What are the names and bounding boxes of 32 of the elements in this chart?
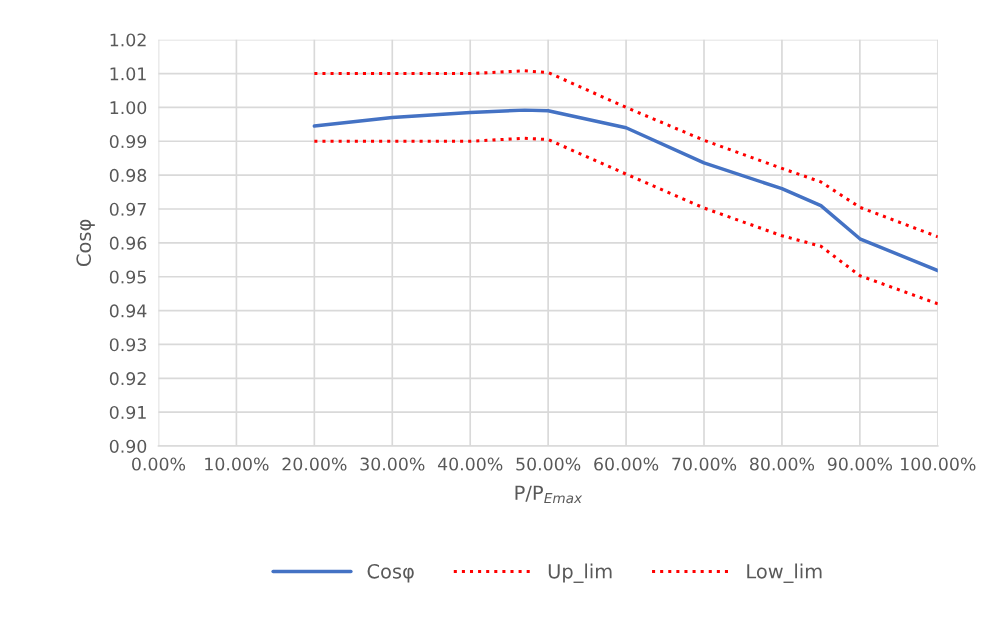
- y-tick-label: 0.94: [109, 304, 147, 318]
- x-tick-label: 20.00%: [282, 457, 347, 471]
- y-tick-label: 0.93: [109, 338, 146, 352]
- x-axis-title: P/P$_{Emax}$: [515, 485, 583, 504]
- y-axis-title: Cosφ: [76, 219, 95, 266]
- x-tick-label: 90.00%: [827, 457, 893, 471]
- legend-label: Low_lim: [747, 563, 822, 583]
- y-tick-label: 0.92: [109, 372, 146, 386]
- y-tick-label: 0.98: [109, 168, 147, 182]
- y-tick-label: 1.02: [110, 33, 146, 47]
- x-tick-label: 100.00%: [901, 457, 976, 471]
- x-tick-label: 10.00%: [205, 457, 269, 471]
- legend-label: Up_lim: [548, 563, 612, 583]
- x-tick-label: 80.00%: [750, 457, 815, 471]
- y-tick-label: 1.00: [110, 101, 147, 115]
- y-tick-label: 0.97: [109, 202, 146, 216]
- y-tick-label: 0.99: [109, 134, 147, 149]
- y-tick-label: 1.01: [110, 67, 146, 81]
- x-tick-label: 60.00%: [594, 457, 659, 471]
- line-series: [312, 69, 938, 239]
- x-tick-label: 50.00%: [516, 457, 581, 471]
- legend-label: Cosφ: [367, 563, 414, 583]
- x-tick-label: 30.00%: [360, 457, 425, 471]
- x-tick-label: 0.00%: [132, 457, 186, 471]
- line-series: [312, 136, 938, 306]
- x-tick-label: 40.00%: [437, 457, 503, 471]
- y-tick-label: 0.90: [109, 439, 147, 453]
- y-tick-label: 0.96: [109, 236, 147, 250]
- line-series: [312, 108, 938, 273]
- x-tick-label: 70.00%: [672, 457, 737, 471]
- y-tick-label: 0.91: [109, 405, 146, 420]
- y-tick-label: 0.95: [109, 270, 146, 284]
